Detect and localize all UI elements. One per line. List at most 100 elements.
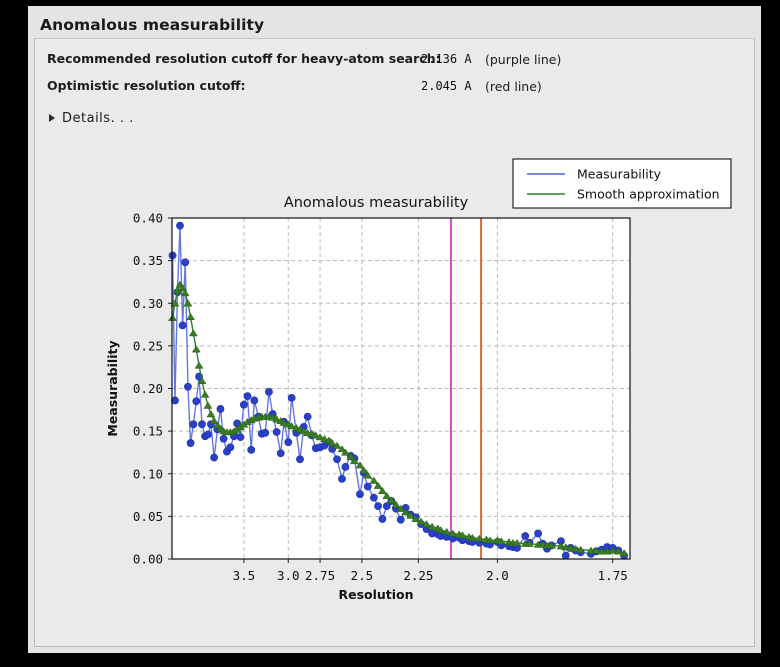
data-point [525,539,534,547]
details-disclosure[interactable]: Details. . . [49,109,134,127]
data-point [191,345,201,353]
data-point [181,258,190,267]
data-point [363,471,373,479]
x-tick-label: 1.75 [598,568,628,583]
recommended-cutoff-note: (purple line) [485,52,562,67]
recommended-cutoff-value: 2.136 A [421,52,472,66]
data-point [341,463,350,471]
data-point [327,439,337,447]
y-tick-label: 0.05 [133,509,163,524]
legend-box [512,158,732,209]
data-point [396,515,405,524]
data-point [247,445,256,454]
y-tick-label: 0.30 [133,296,163,311]
data-point [311,431,321,439]
data-point [346,452,356,460]
data-point [272,428,281,436]
optimistic-cutoff-value: 2.045 A [421,79,472,93]
data-point [198,420,206,429]
data-point [189,420,198,429]
data-point [303,412,312,421]
data-point [608,546,618,554]
data-point [566,544,576,552]
data-point [591,546,601,554]
data-point [178,321,187,330]
y-axis-label: Measurability [105,340,120,436]
data-point [204,430,212,439]
data-point [576,545,586,553]
data-point [332,441,342,449]
data-point [382,502,391,511]
data-point [192,397,201,406]
data-point [396,504,406,512]
y-tick-label: 0.00 [133,552,163,567]
data-point [180,289,190,297]
results-groupbox: Recommended resolution cutoff for heavy-… [34,38,755,647]
data-point [391,500,401,508]
data-point [512,538,522,546]
data-point [363,482,372,491]
data-point [448,529,458,537]
data-point [534,529,543,538]
data-point [457,531,467,539]
chart-title: Anomalous measurability [284,195,469,211]
data-point [561,551,570,560]
y-tick-label: 0.10 [133,466,163,481]
data-point [226,443,235,452]
y-tick-label: 0.35 [133,253,163,268]
data-point [422,520,431,528]
data-point [356,490,364,499]
data-point [315,433,325,441]
data-point [382,492,392,500]
legend-label: Smooth approximation [577,187,720,202]
data-point [401,508,411,516]
data-point [170,299,180,307]
data-point [243,392,252,401]
data-point [296,455,304,464]
y-tick-label: 0.25 [133,338,163,353]
data-point [359,466,369,474]
data-point [186,313,196,321]
plot-frame [171,217,631,560]
data-point [287,422,297,430]
data-point [236,433,245,441]
data-point [467,533,477,541]
legend-label: Measurability [577,167,662,182]
data-point [261,428,270,437]
data-point [474,534,484,542]
recommended-cutoff-label: Recommended resolution cutoff for heavy-… [47,51,441,66]
data-point [265,388,273,396]
window-title: Anomalous measurability [40,16,265,34]
data-point [406,511,416,519]
y-tick-label: 0.20 [133,381,163,396]
data-point [369,493,378,502]
data-point [411,515,421,523]
data-point [416,517,426,525]
data-point [561,543,571,551]
data-point [373,481,383,489]
data-point [200,390,210,398]
data-point [209,417,219,425]
data-point [597,547,607,555]
data-point [219,434,228,443]
info-row-optimistic-cutoff: Optimistic resolution cutoff: 2.045 A (r… [35,78,754,100]
x-tick-label: 3.0 [277,568,300,583]
data-point [374,502,382,511]
data-point [378,515,387,523]
anomalous-measurability-chart: 0.00 0.05 0.10 0.15 0.20 0.25 0.30 0.35 0.40 3.5 3… [41,134,750,640]
data-point [276,449,285,458]
data-point [547,541,557,549]
anomalous-measurability-window: Anomalous measurability Recommended reso… [28,6,761,653]
data-point [442,527,452,535]
optimistic-cutoff-label: Optimistic resolution cutoff: [47,78,246,93]
data-point [203,401,213,409]
y-tick-label: 0.40 [133,211,163,226]
data-point [171,396,179,405]
data-point [284,438,293,447]
data-point [333,455,341,464]
data-point [216,405,225,413]
data-point [496,537,506,545]
data-point [377,486,387,494]
data-point [485,536,495,544]
